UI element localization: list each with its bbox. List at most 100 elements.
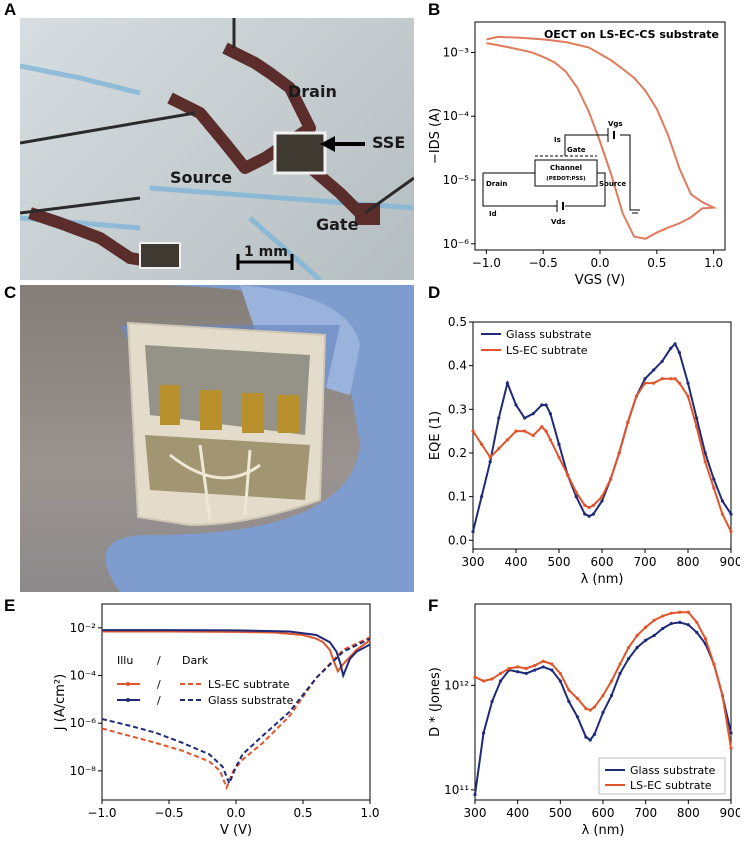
f-x-tick-label: 500 <box>549 806 572 820</box>
f-point-glass <box>588 738 592 742</box>
b-chart-title: OECT on LS-EC-CS substrate <box>544 28 719 41</box>
f-point-glass <box>669 621 673 626</box>
f-point-glass <box>609 693 614 698</box>
b-inset-pedot: (PEDOT:PSS) <box>546 176 586 182</box>
f-point-lsec <box>669 611 673 615</box>
f-point-glass <box>695 630 699 635</box>
d-point-lsec <box>677 381 681 385</box>
d-point-glass <box>712 477 716 481</box>
f-x-axis-label: λ (nm) <box>582 823 625 838</box>
d-y-tick-label: 0.2 <box>448 446 467 460</box>
d-point-glass <box>643 377 647 381</box>
d-x-tick-label: 800 <box>677 555 700 569</box>
d-point-glass <box>729 512 733 516</box>
d-point-glass <box>591 512 595 516</box>
d-point-glass <box>544 403 548 407</box>
e-x-tick-label: 0.5 <box>293 806 312 820</box>
d-x-tick-label: 400 <box>505 555 528 569</box>
f-point-lsec <box>592 705 597 709</box>
f-point-glass <box>473 793 477 797</box>
e-x-axis-label: V (V) <box>220 823 252 838</box>
f-legend-label-lsec: LS-EC subtrate <box>630 779 712 792</box>
f-point-lsec <box>703 636 707 641</box>
e-x-tick-label: −0.5 <box>154 806 183 820</box>
b-y-tick-label: 10⁻⁵ <box>443 173 470 187</box>
d-point-glass <box>471 529 475 534</box>
d-point-lsec <box>609 477 613 481</box>
b-x-tick-label: −0.5 <box>529 256 558 270</box>
f-point-glass <box>481 731 486 735</box>
d-point-lsec <box>471 429 475 433</box>
f-x-tick-label: 300 <box>464 806 487 820</box>
f-point-glass <box>678 620 682 625</box>
d-point-lsec <box>669 377 673 381</box>
f-point-lsec <box>516 665 520 669</box>
d-x-tick-label: 700 <box>634 555 657 569</box>
f-y-tick-label: 10¹² <box>444 678 469 692</box>
f-point-lsec <box>490 677 494 681</box>
d-point-glass <box>652 368 656 372</box>
f-point-glass <box>635 645 639 650</box>
f-point-glass <box>558 679 562 683</box>
f-point-glass <box>661 626 665 631</box>
chart-e: −1.0 −0.5 0.0 0.5 1.0 10⁻⁸ 10⁻⁶ 10⁻⁴ 10⁻² V (V) J … <box>53 603 380 838</box>
d-point-lsec <box>643 381 647 385</box>
d-point-lsec <box>587 505 591 510</box>
f-point-lsec <box>507 666 511 671</box>
d-point-lsec <box>544 429 548 433</box>
d-point-glass <box>587 514 591 518</box>
f-point-lsec <box>541 659 545 663</box>
d-point-glass <box>548 412 552 416</box>
f-point-glass <box>575 715 579 719</box>
d-point-lsec <box>480 442 484 446</box>
e-y-tick-label: 10⁻⁸ <box>70 764 97 778</box>
d-point-glass <box>497 416 501 420</box>
e-x-tick-label: 1.0 <box>360 806 379 820</box>
b-inset-gate: Gate <box>567 146 586 154</box>
d-x-tick-label: 300 <box>462 555 485 569</box>
d-point-lsec <box>514 429 518 433</box>
f-point-lsec <box>627 645 631 650</box>
f-point-lsec <box>524 666 528 671</box>
d-point-lsec <box>540 425 544 429</box>
e-legend-illu-header: Illu <box>117 654 133 667</box>
b-inset-wire-source <box>565 172 606 207</box>
d-point-glass <box>673 342 677 346</box>
f-point-lsec <box>584 706 588 711</box>
f-x-tick-label: 800 <box>677 806 700 820</box>
d-point-lsec <box>566 473 570 477</box>
panel-letter-a: A <box>4 0 17 19</box>
device-photo: Drain Source Gate SSE 1 mm <box>20 18 414 280</box>
f-point-lsec <box>644 625 648 629</box>
d-point-lsec <box>617 451 621 455</box>
panel-letter-e: E <box>4 596 16 615</box>
f-point-glass <box>686 623 690 627</box>
d-point-lsec <box>583 503 587 507</box>
d-point-lsec <box>531 433 535 438</box>
d-point-lsec <box>652 381 656 385</box>
leaf-substrate-drawing <box>105 285 414 592</box>
d-x-tick-label: 500 <box>548 555 571 569</box>
d-point-glass <box>669 346 673 350</box>
f-point-lsec <box>588 708 592 712</box>
d-point-lsec <box>574 490 578 494</box>
e-y-tick-label: 10⁻⁶ <box>70 716 97 730</box>
f-point-lsec <box>729 746 733 750</box>
f-point-glass <box>627 657 631 661</box>
source-label: Source <box>170 168 233 187</box>
b-x-axis-label: VGS (V) <box>575 273 625 288</box>
f-point-glass <box>524 671 528 676</box>
f-series-lsec <box>474 611 732 749</box>
d-point-glass <box>686 381 690 385</box>
e-legend-label-glass: Glass substrate <box>208 694 294 707</box>
leaf-sheet <box>126 321 327 527</box>
panel-letter-d: D <box>428 283 441 302</box>
d-point-lsec <box>591 503 595 507</box>
f-point-lsec <box>499 671 503 676</box>
b-inset-channel: Channel <box>550 164 582 172</box>
d-point-lsec <box>695 425 699 429</box>
f-point-glass <box>516 670 520 674</box>
f-point-glass <box>499 679 503 683</box>
d-y-tick-label: 0.1 <box>448 490 467 504</box>
d-point-glass <box>480 495 484 499</box>
